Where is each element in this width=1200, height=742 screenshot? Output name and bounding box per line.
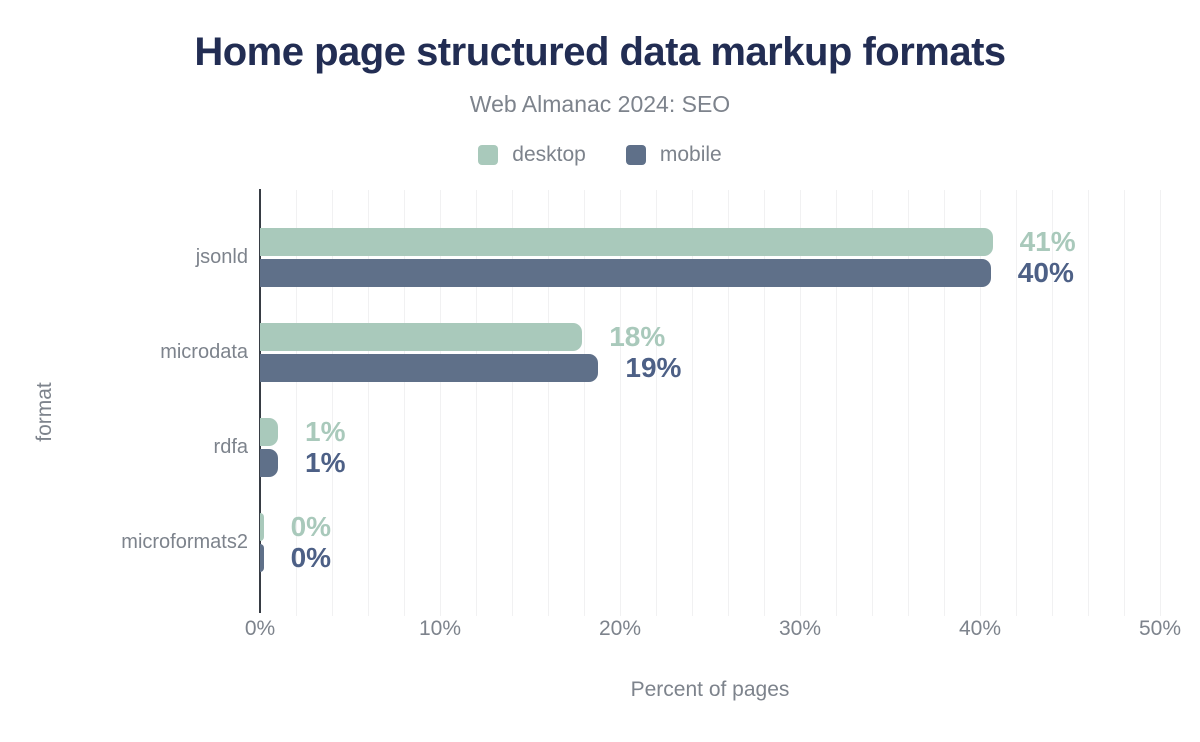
- legend-item-mobile[interactable]: mobile: [625, 143, 722, 167]
- page-subtitle: Web Almanac 2024: SEO: [469, 91, 731, 117]
- bar-desktop-jsonld[interactable]: [260, 228, 993, 256]
- legend-swatch-desktop: [478, 145, 499, 165]
- x-tick-label-40%: 40%: [958, 617, 1002, 640]
- x-axis-labels: 0% 10% 20% 30% 40% 50%: [0, 617, 1200, 647]
- value-label-desktop-rdfa: 1%: [305, 416, 346, 447]
- bar-mobile-jsonld[interactable]: [260, 259, 991, 287]
- bar-mobile-microformats2[interactable]: [260, 544, 264, 572]
- category-label-microdata: microdata: [160, 341, 248, 363]
- bar-mobile-microdata[interactable]: [260, 354, 599, 382]
- x-axis-title: Percent of pages: [630, 678, 790, 701]
- category-label-rdfa: rdfa: [213, 436, 248, 458]
- x-tick-label-10%: 10%: [418, 617, 462, 640]
- bar-desktop-microdata[interactable]: [260, 323, 583, 351]
- bars-layer: 41% 18% 1% 0% 40% 19% 1% 0%: [260, 190, 1200, 610]
- value-label-mobile-rdfa: 1%: [305, 447, 346, 478]
- x-tick-label-30%: 30%: [778, 617, 822, 640]
- legend-label-mobile: mobile: [659, 143, 722, 166]
- legend-item-desktop[interactable]: desktop: [478, 143, 586, 167]
- category-label-microformats2: microformats2: [121, 531, 248, 553]
- x-tick-label-50%: 50%: [1138, 617, 1182, 640]
- value-label-mobile-microformats2: 0%: [290, 542, 332, 573]
- x-tick-label-20%: 20%: [598, 617, 642, 640]
- bar-mobile-rdfa[interactable]: [260, 449, 278, 477]
- value-label-desktop-microdata: 18%: [609, 321, 666, 352]
- y-axis-title: format: [33, 382, 56, 442]
- category-label-jsonld: jsonld: [195, 246, 248, 268]
- value-label-mobile-jsonld: 40%: [1017, 257, 1074, 288]
- x-tick-label-0%: 0%: [244, 617, 276, 640]
- category-labels: jsonld microdata rdfa microformats2: [0, 190, 248, 610]
- legend-label-desktop: desktop: [512, 143, 586, 166]
- page-title: Home page structured data markup formats: [194, 30, 1006, 74]
- y-axis-line: [259, 189, 261, 613]
- bar-desktop-rdfa[interactable]: [260, 418, 278, 446]
- value-label-mobile-microdata: 19%: [625, 352, 682, 383]
- value-label-desktop-microformats2: 0%: [290, 511, 332, 542]
- value-label-desktop-jsonld: 41%: [1019, 226, 1076, 257]
- bar-desktop-microformats2[interactable]: [260, 513, 264, 541]
- legend: desktop mobile: [0, 143, 1200, 167]
- legend-swatch-mobile: [625, 145, 646, 165]
